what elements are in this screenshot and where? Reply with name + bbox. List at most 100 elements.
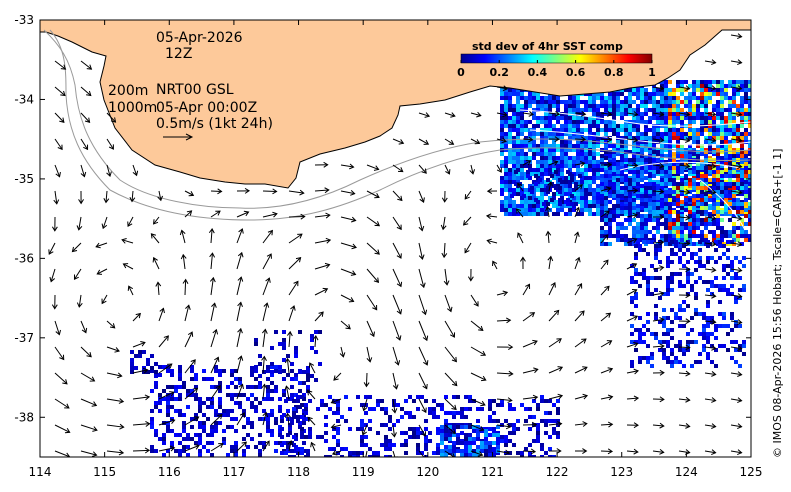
velocity-arrow (132, 312, 141, 322)
sst-cell (640, 198, 644, 202)
sst-cell (282, 338, 286, 342)
sst-cell (536, 164, 540, 168)
sst-cell (716, 132, 720, 136)
sst-cell (688, 164, 692, 168)
sst-cell (516, 212, 520, 216)
sst-cell (740, 124, 744, 128)
sst-cell (600, 164, 604, 168)
sst-cell (612, 190, 616, 194)
sst-cell (642, 340, 646, 344)
sst-cell (516, 96, 520, 100)
sst-cell (170, 373, 174, 377)
sst-cell (676, 84, 680, 88)
sst-cell (706, 244, 710, 248)
sst-cell (460, 411, 464, 415)
sst-cell (698, 352, 702, 356)
sst-cell (246, 445, 250, 449)
sst-cell (684, 174, 688, 178)
credit-text: © IMOS 08-Apr-2026 15:56 Hobart; Tscale=… (771, 149, 784, 458)
sst-cell (676, 104, 680, 108)
sst-cell (516, 156, 520, 160)
sst-cell (576, 144, 580, 148)
sst-cell (262, 370, 266, 374)
sst-cell (604, 210, 608, 214)
sst-cell (736, 128, 740, 132)
velocity-arrow (340, 320, 351, 330)
colorbar-tick-label: 0.6 (566, 66, 586, 79)
sst-cell (742, 284, 746, 288)
sst-cell (604, 230, 608, 234)
sst-cell (690, 288, 694, 292)
y-tick-label: -36 (14, 251, 34, 265)
sst-cell (646, 252, 650, 256)
sst-cell (552, 128, 556, 132)
sst-cell (444, 433, 448, 437)
sst-cell (532, 148, 536, 152)
sst-cell (600, 174, 604, 178)
sst-cell (520, 144, 524, 148)
sst-cell (666, 260, 670, 264)
sst-cell (230, 381, 234, 385)
sst-cell (654, 304, 658, 308)
velocity-arrow (548, 421, 563, 427)
sst-cell (682, 324, 686, 328)
sst-cell (588, 164, 592, 168)
velocity-arrow (704, 189, 717, 195)
sst-cell (158, 393, 162, 397)
sst-cell (258, 381, 262, 385)
velocity-arrow (574, 136, 587, 143)
sst-cell (592, 172, 596, 176)
sst-cell (632, 162, 636, 166)
sst-cell (628, 164, 632, 168)
sst-cell (662, 332, 666, 336)
velocity-arrow (730, 163, 743, 170)
sst-cell (360, 419, 364, 423)
sst-cell (668, 222, 672, 226)
sst-cell (364, 443, 368, 447)
sst-cell (352, 451, 356, 455)
sst-cell (530, 190, 534, 194)
sst-cell (270, 370, 274, 374)
sst-cell (560, 132, 564, 136)
sst-cell (258, 417, 262, 421)
sst-cell (642, 248, 646, 252)
sst-cell (678, 316, 682, 320)
sst-cell (720, 198, 724, 202)
velocity-arrow (444, 294, 453, 313)
sst-cell (624, 238, 628, 242)
sst-cell (728, 112, 732, 116)
sst-cell (650, 364, 654, 368)
velocity-arrow (626, 212, 638, 219)
sst-cell (688, 96, 692, 100)
sst-cell (368, 407, 372, 411)
sst-cell (682, 252, 686, 256)
velocity-arrow (522, 367, 539, 374)
sst-cell (266, 429, 270, 433)
sst-cell (664, 182, 668, 186)
sst-cell (384, 447, 388, 451)
sst-cell (634, 328, 638, 332)
sst-cell (202, 377, 206, 381)
sst-cell (524, 124, 528, 128)
sst-cell (700, 222, 704, 226)
sst-cell (628, 190, 632, 194)
sst-cell (698, 312, 702, 316)
sst-cell (624, 182, 628, 186)
sst-cell (732, 132, 736, 136)
sst-cell (556, 212, 560, 216)
sst-cell (646, 292, 650, 296)
sst-cell (360, 451, 364, 455)
sst-cell (744, 180, 748, 184)
sst-cell (642, 240, 646, 244)
sst-cell (636, 148, 640, 152)
sst-cell (674, 240, 678, 244)
sst-cell (670, 276, 674, 280)
sst-cell (464, 453, 468, 457)
sst-cell (328, 407, 332, 411)
sst-cell (636, 226, 640, 230)
velocity-arrow (366, 164, 380, 171)
sst-cell (336, 411, 340, 415)
sst-cell (668, 206, 672, 210)
sst-cell (660, 144, 664, 148)
sst-cell (634, 280, 638, 284)
